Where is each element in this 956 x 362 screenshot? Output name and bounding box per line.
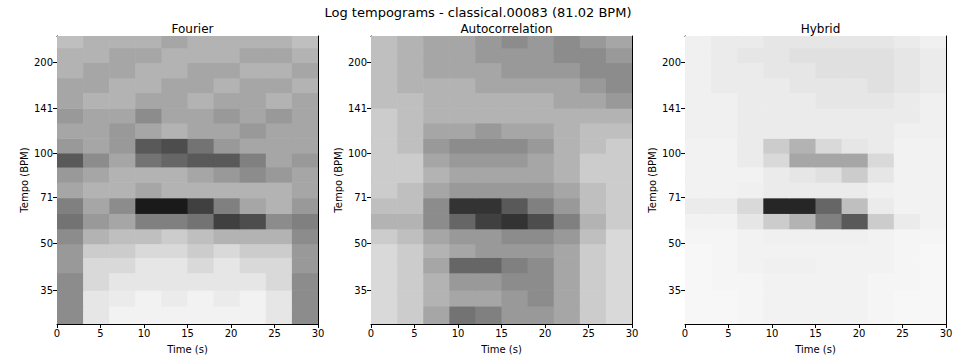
svg-text:15: 15 xyxy=(495,328,508,339)
svg-text:20: 20 xyxy=(225,328,238,339)
svg-text:Hybrid: Hybrid xyxy=(801,22,841,36)
svg-text:Time (s): Time (s) xyxy=(794,344,836,355)
svg-text:71: 71 xyxy=(668,192,681,203)
svg-text:Tempo (BPM): Tempo (BPM) xyxy=(19,147,30,213)
svg-text:200: 200 xyxy=(348,57,367,68)
svg-text:20: 20 xyxy=(853,328,866,339)
svg-text:71: 71 xyxy=(354,192,367,203)
svg-text:Fourier: Fourier xyxy=(171,22,213,36)
svg-text:30: 30 xyxy=(312,328,325,339)
svg-text:10: 10 xyxy=(452,328,465,339)
svg-text:0: 0 xyxy=(54,328,60,339)
svg-text:100: 100 xyxy=(662,148,681,159)
svg-text:0: 0 xyxy=(368,328,374,339)
svg-text:30: 30 xyxy=(940,328,953,339)
svg-text:5: 5 xyxy=(97,328,103,339)
svg-text:35: 35 xyxy=(40,285,53,296)
svg-text:5: 5 xyxy=(725,328,731,339)
svg-text:35: 35 xyxy=(668,285,681,296)
svg-text:141: 141 xyxy=(662,103,681,114)
svg-text:100: 100 xyxy=(34,148,53,159)
svg-text:Tempo (BPM): Tempo (BPM) xyxy=(333,147,344,213)
svg-text:50: 50 xyxy=(354,238,367,249)
svg-text:10: 10 xyxy=(138,328,151,339)
svg-text:25: 25 xyxy=(896,328,909,339)
svg-text:Time (s): Time (s) xyxy=(480,344,522,355)
svg-text:30: 30 xyxy=(626,328,639,339)
svg-text:0: 0 xyxy=(682,328,688,339)
svg-text:20: 20 xyxy=(539,328,552,339)
svg-text:35: 35 xyxy=(354,285,367,296)
svg-text:141: 141 xyxy=(348,103,367,114)
svg-text:Time (s): Time (s) xyxy=(166,344,208,355)
svg-text:Tempo (BPM): Tempo (BPM) xyxy=(647,147,658,213)
svg-text:25: 25 xyxy=(268,328,281,339)
svg-text:5: 5 xyxy=(411,328,417,339)
svg-text:141: 141 xyxy=(34,103,53,114)
svg-text:100: 100 xyxy=(348,148,367,159)
svg-text:10: 10 xyxy=(766,328,779,339)
svg-text:200: 200 xyxy=(662,57,681,68)
svg-text:15: 15 xyxy=(181,328,194,339)
svg-text:200: 200 xyxy=(34,57,53,68)
svg-text:25: 25 xyxy=(582,328,595,339)
svg-text:15: 15 xyxy=(809,328,822,339)
svg-text:50: 50 xyxy=(668,238,681,249)
svg-text:Log tempograms - classical.000: Log tempograms - classical.00083 (81.02 … xyxy=(325,5,632,20)
svg-text:Autocorrelation: Autocorrelation xyxy=(460,22,552,36)
svg-text:50: 50 xyxy=(40,238,53,249)
svg-text:71: 71 xyxy=(40,192,53,203)
